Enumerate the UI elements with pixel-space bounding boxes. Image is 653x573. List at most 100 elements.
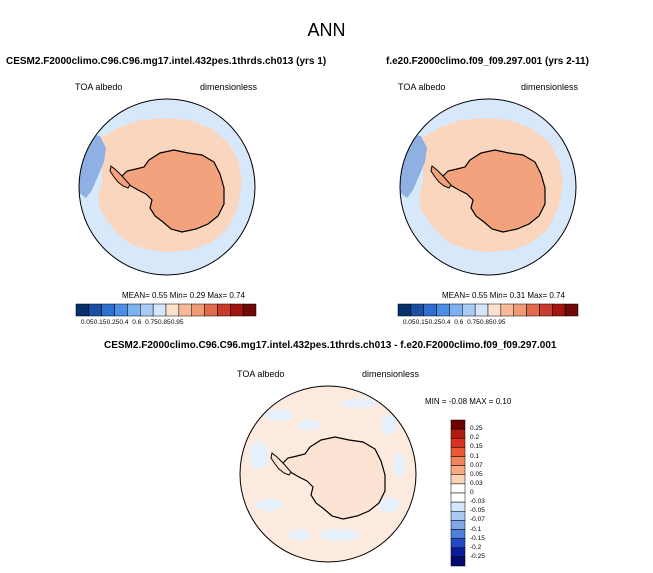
near-zero-patch: [393, 453, 405, 477]
colorbar-tick-label: 0.15: [93, 319, 107, 326]
map-border: [399, 98, 577, 276]
panel-1-units-label: dimensionless: [200, 82, 258, 92]
colorbar-swatch: [450, 465, 466, 475]
colorbar-tick-label: 0: [470, 489, 474, 496]
colorbar-swatch: [539, 303, 553, 317]
near-zero-patch: [255, 499, 283, 511]
panel-3-units-label: dimensionless: [362, 369, 420, 379]
colorbar-swatch: [410, 303, 424, 317]
colorbar-tick-label: -0.25: [470, 552, 485, 560]
colorbar-swatch: [204, 303, 218, 317]
colorbar-swatch: [450, 447, 466, 457]
near-zero-patch: [249, 441, 269, 469]
colorbar-tick-label: 0.4: [119, 319, 129, 326]
colorbar-tick-label: 0.1: [470, 452, 480, 460]
panel-3-title: CESM2.F2000climo.C96.C96.mg17.intel.432p…: [104, 340, 557, 351]
colorbar-swatch: [178, 303, 192, 317]
colorbar-swatch: [552, 303, 566, 317]
colorbar-tick-label: 0.05: [470, 470, 483, 478]
colorbar-swatch: [450, 456, 466, 466]
colorbar-swatch: [450, 556, 466, 567]
colorbar-tick-label: 0.6: [454, 319, 464, 326]
colorbar-swatch: [564, 303, 579, 317]
colorbar-tick-label: 0.03: [470, 479, 483, 487]
panel-3-polar-map: [239, 385, 417, 563]
colorbar-tick-label: 0.75: [467, 319, 480, 326]
colorbar-swatch: [114, 303, 128, 317]
map-border: [78, 98, 256, 276]
near-zero-patch: [319, 529, 359, 541]
colorbar-tick-label: 0.15: [470, 443, 483, 451]
panel-1-polar-map: [78, 98, 256, 276]
colorbar-tick-label: 0.85: [480, 319, 493, 326]
colorbar-swatch: [450, 438, 466, 448]
colorbar-swatch: [450, 419, 466, 430]
colorbar-tick-label: 0.95: [492, 319, 506, 326]
colorbar-swatch: [140, 303, 154, 317]
panel-2-title: f.e20.F2000climo.f09_f09.297.001 (yrs 2-…: [386, 56, 589, 67]
colorbar-swatch: [436, 303, 450, 317]
panel-1-stats: MEAN= 0.55 Min= 0.29 Max= 0.74: [122, 291, 245, 300]
panel-2-variable-label: TOA albedo: [398, 82, 446, 92]
colorbar-tick-label: 0.07: [470, 461, 483, 469]
panel-2-units-label: dimensionless: [521, 82, 579, 92]
colorbar-swatch: [165, 303, 180, 317]
colorbar-tick-label: 0.75: [145, 319, 158, 326]
near-zero-patch: [265, 409, 293, 421]
colorbar-swatch: [127, 303, 141, 317]
colorbar-tick-label: -0.15: [470, 534, 485, 542]
colorbar-swatch: [397, 303, 412, 317]
colorbar-swatch: [449, 303, 463, 317]
colorbar-tick-label: 0.95: [170, 319, 184, 326]
colorbar-tick-label: 0.4: [441, 319, 451, 326]
colorbar-tick-label: -0.1: [470, 525, 482, 533]
colorbar-swatch: [450, 520, 466, 530]
colorbar-swatch: [450, 474, 466, 485]
colorbar-swatch: [487, 303, 502, 317]
colorbar-swatch: [462, 303, 476, 317]
colorbar-swatch: [500, 303, 514, 317]
colorbar-swatch: [152, 303, 167, 317]
colorbar-swatch: [450, 483, 466, 494]
colorbar-swatch: [191, 303, 205, 317]
colorbar-swatch: [230, 303, 244, 317]
colorbar-tick-label: 0.05: [402, 319, 416, 326]
colorbar-swatch: [450, 547, 466, 558]
panel-3-colorbar: [450, 419, 466, 567]
colorbar-swatch: [450, 511, 466, 521]
colorbar-tick-label: 0.2: [470, 434, 480, 442]
panel-1-variable-label: TOA albedo: [75, 82, 123, 92]
colorbar-swatch: [75, 303, 90, 317]
antarctic-peninsula: [109, 165, 131, 189]
colorbar-swatch: [450, 538, 466, 548]
page-title: ANN: [307, 20, 346, 40]
near-zero-patch: [287, 530, 311, 540]
colorbar-swatch: [513, 303, 527, 317]
colorbar-tick-label: 0.85: [158, 319, 171, 326]
colorbar-swatch: [217, 303, 231, 317]
colorbar-tick-label: 0.6: [132, 319, 142, 326]
panel-3-variable-label: TOA albedo: [237, 369, 285, 379]
colorbar-tick-label: -0.03: [470, 498, 485, 506]
panel-2-polar-map: [399, 98, 577, 276]
colorbar-tick-label: -0.2: [470, 543, 482, 551]
colorbar-swatch: [101, 303, 115, 317]
colorbar-tick-label: 0.15: [415, 319, 429, 326]
colorbar-tick-label: -0.07: [470, 516, 485, 524]
colorbar-tick-label: 0.25: [428, 319, 442, 326]
near-zero-patch: [379, 497, 399, 513]
panel-3-stats: MIN = -0.08 MAX = 0.10: [425, 397, 512, 406]
colorbar-swatch: [450, 529, 466, 539]
colorbar-tick-label: -0.05: [470, 507, 485, 515]
near-zero-patch: [341, 398, 377, 408]
colorbar-tick-label: 0.05: [80, 319, 94, 326]
colorbar-swatch: [450, 501, 466, 512]
colorbar-swatch: [474, 303, 489, 317]
colorbar-swatch: [526, 303, 540, 317]
colorbar-tick-label: 0.25: [106, 319, 120, 326]
panel-2-colorbar: [397, 303, 579, 317]
panel-1-title: CESM2.F2000climo.C96.C96.mg17.intel.432p…: [6, 56, 327, 67]
near-zero-patch: [381, 415, 397, 435]
panel-2-stats: MEAN= 0.55 Min= 0.31 Max= 0.74: [442, 291, 565, 300]
map-border: [239, 385, 417, 563]
